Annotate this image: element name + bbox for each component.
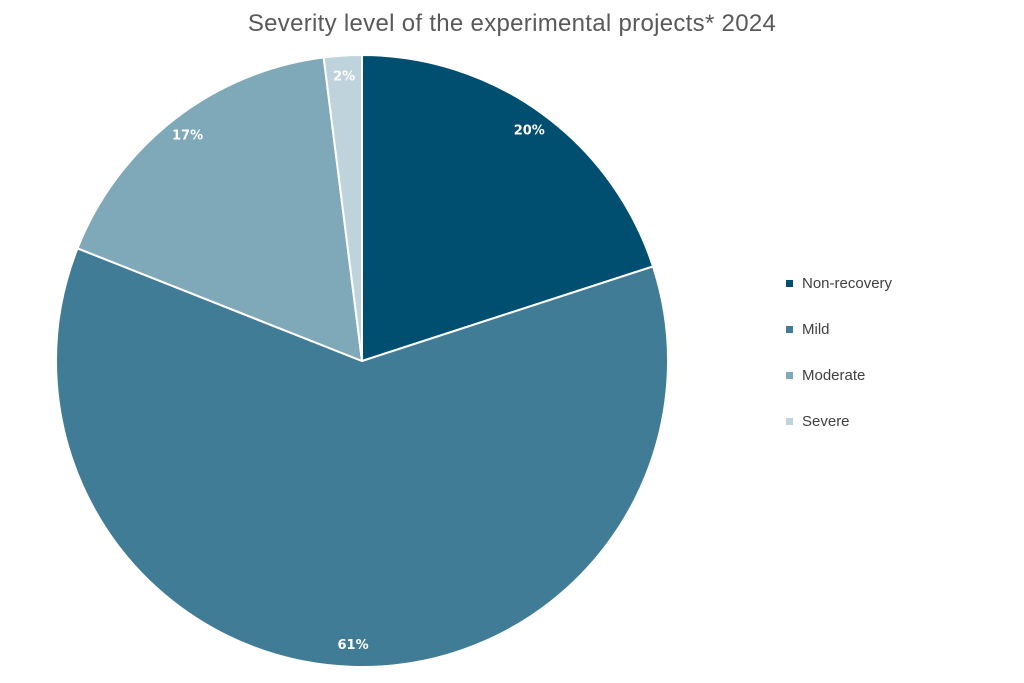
pie-slice-mild [55, 247, 669, 668]
data-label-moderate: 17% [172, 129, 203, 144]
data-label-severe: 2% [333, 69, 355, 84]
legend-swatch-moderate [786, 371, 793, 379]
data-label-mild: 61% [337, 638, 368, 653]
legend-item-severe: Severe [786, 410, 892, 432]
legend-label-mild: Mild [802, 320, 830, 338]
pie-slice-moderate [76, 56, 363, 362]
pie-slice-non-recovery [361, 54, 655, 362]
legend-item-non-recovery: Non-recovery [786, 272, 892, 294]
chart-title: Severity level of the experimental proje… [247, 10, 777, 37]
legend-item-mild: Mild [786, 318, 892, 340]
legend-label-moderate: Moderate [802, 366, 866, 384]
legend-swatch-severe [786, 417, 793, 425]
legend-item-moderate: Moderate [786, 364, 892, 386]
legend-swatch-non-recovery [786, 279, 793, 287]
pie-slice-severe [322, 54, 363, 362]
legend-label-severe: Severe [802, 412, 850, 430]
legend-swatch-mild [786, 325, 793, 333]
legend-label-non-recovery: Non-recovery [802, 274, 893, 292]
legend: Non-recovery Mild Moderate Severe [786, 272, 892, 456]
data-label-non-recovery: 20% [514, 123, 545, 138]
